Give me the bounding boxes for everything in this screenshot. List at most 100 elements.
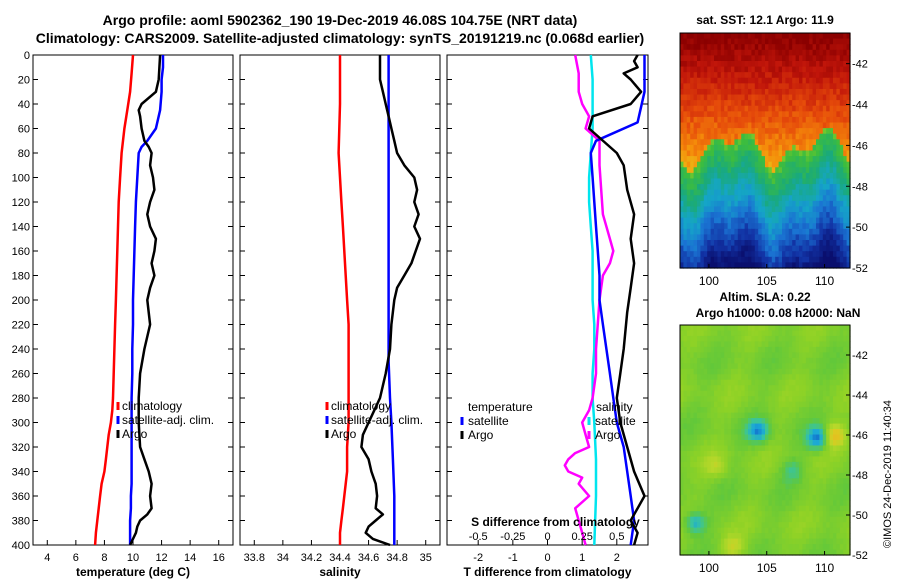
map-cell [792, 234, 797, 241]
map-cell [843, 100, 848, 107]
map-cell [720, 368, 725, 375]
map-cell [765, 390, 769, 397]
map-cell [758, 352, 763, 359]
map-cell [680, 522, 684, 529]
map-cell [754, 379, 759, 386]
map-cell [799, 538, 803, 545]
map-cell [737, 44, 742, 51]
map-cell [805, 49, 810, 56]
map-cell [731, 483, 735, 490]
map-cell [799, 116, 803, 124]
map-cell [778, 434, 783, 441]
map-cell [734, 60, 739, 68]
map-cell [693, 450, 698, 458]
map-cell [741, 72, 746, 79]
map-cell [686, 55, 691, 62]
map-cell [693, 72, 698, 79]
map-cell [731, 234, 735, 241]
map-cell [843, 66, 848, 73]
map-cell [707, 72, 712, 79]
map-cell [680, 478, 684, 485]
map-cell [754, 385, 759, 392]
map-cell [680, 94, 684, 101]
map-cell [690, 94, 695, 101]
map-cell [697, 352, 701, 359]
map-cell [724, 200, 729, 208]
map-cell [717, 505, 722, 512]
map-cell [771, 385, 776, 392]
map-cell [775, 251, 780, 258]
map-cell [782, 335, 786, 343]
map-cell [833, 116, 837, 124]
x-tick-label: 100 [699, 274, 719, 288]
map-cell [846, 401, 851, 408]
map-cell [829, 440, 834, 447]
map-cell [829, 128, 834, 135]
map-cell [737, 128, 742, 135]
map-cell [710, 189, 715, 196]
map-cell [690, 245, 695, 252]
map-cell [843, 60, 848, 68]
map-cell [751, 478, 756, 485]
map-cell [788, 72, 793, 79]
map-cell [812, 189, 817, 196]
map-cell [771, 217, 776, 224]
map-cell [802, 38, 807, 45]
map-cell [697, 206, 701, 213]
map-cell [805, 429, 810, 436]
map-cell [737, 549, 742, 556]
map-cell [765, 144, 769, 152]
map-cell [714, 330, 718, 337]
map-cell [785, 346, 790, 353]
map-cell [799, 94, 803, 101]
map-cell [693, 100, 698, 107]
map-cell [836, 111, 841, 118]
map-cell [829, 172, 834, 180]
map-cell [836, 150, 841, 157]
map-cell [727, 467, 732, 474]
map-cell [710, 116, 715, 124]
map-cell [788, 66, 793, 73]
map-cell [775, 483, 780, 490]
map-cell [751, 200, 756, 208]
map-cell [761, 55, 766, 62]
map-cell [839, 83, 844, 90]
map-cell [775, 516, 780, 523]
map-cell [700, 217, 705, 224]
map-cell [727, 357, 732, 364]
map-cell [839, 195, 844, 202]
map-cell [785, 522, 790, 529]
map-cell [775, 401, 780, 408]
map-cell [846, 494, 851, 501]
map-cell [758, 461, 763, 468]
map-cell [819, 483, 824, 490]
map-cell [697, 418, 701, 425]
map-cell [748, 206, 752, 213]
map-cell [761, 44, 766, 51]
map-cell [778, 195, 783, 202]
map-cell [693, 189, 698, 196]
map-cell [724, 456, 729, 463]
map-cell [683, 412, 688, 419]
map-cell [792, 418, 797, 425]
map-cell [846, 489, 851, 496]
map-cell [802, 200, 807, 208]
map-cell [822, 167, 827, 174]
map-cell [758, 150, 763, 157]
map-cell [822, 133, 827, 140]
map-cell [737, 94, 742, 101]
map-cell [812, 167, 817, 174]
map-cell [724, 139, 729, 146]
map-cell [819, 161, 824, 168]
map-cell [703, 217, 708, 224]
map-cell [836, 256, 841, 264]
map-cell [765, 434, 769, 441]
map-cell [703, 262, 708, 269]
map-cell [795, 341, 800, 348]
map-cell [809, 111, 814, 118]
map-cell [819, 494, 824, 501]
map-cell [683, 363, 688, 370]
map-cell [758, 200, 763, 208]
map-cell [720, 44, 725, 51]
map-cell [809, 505, 814, 512]
